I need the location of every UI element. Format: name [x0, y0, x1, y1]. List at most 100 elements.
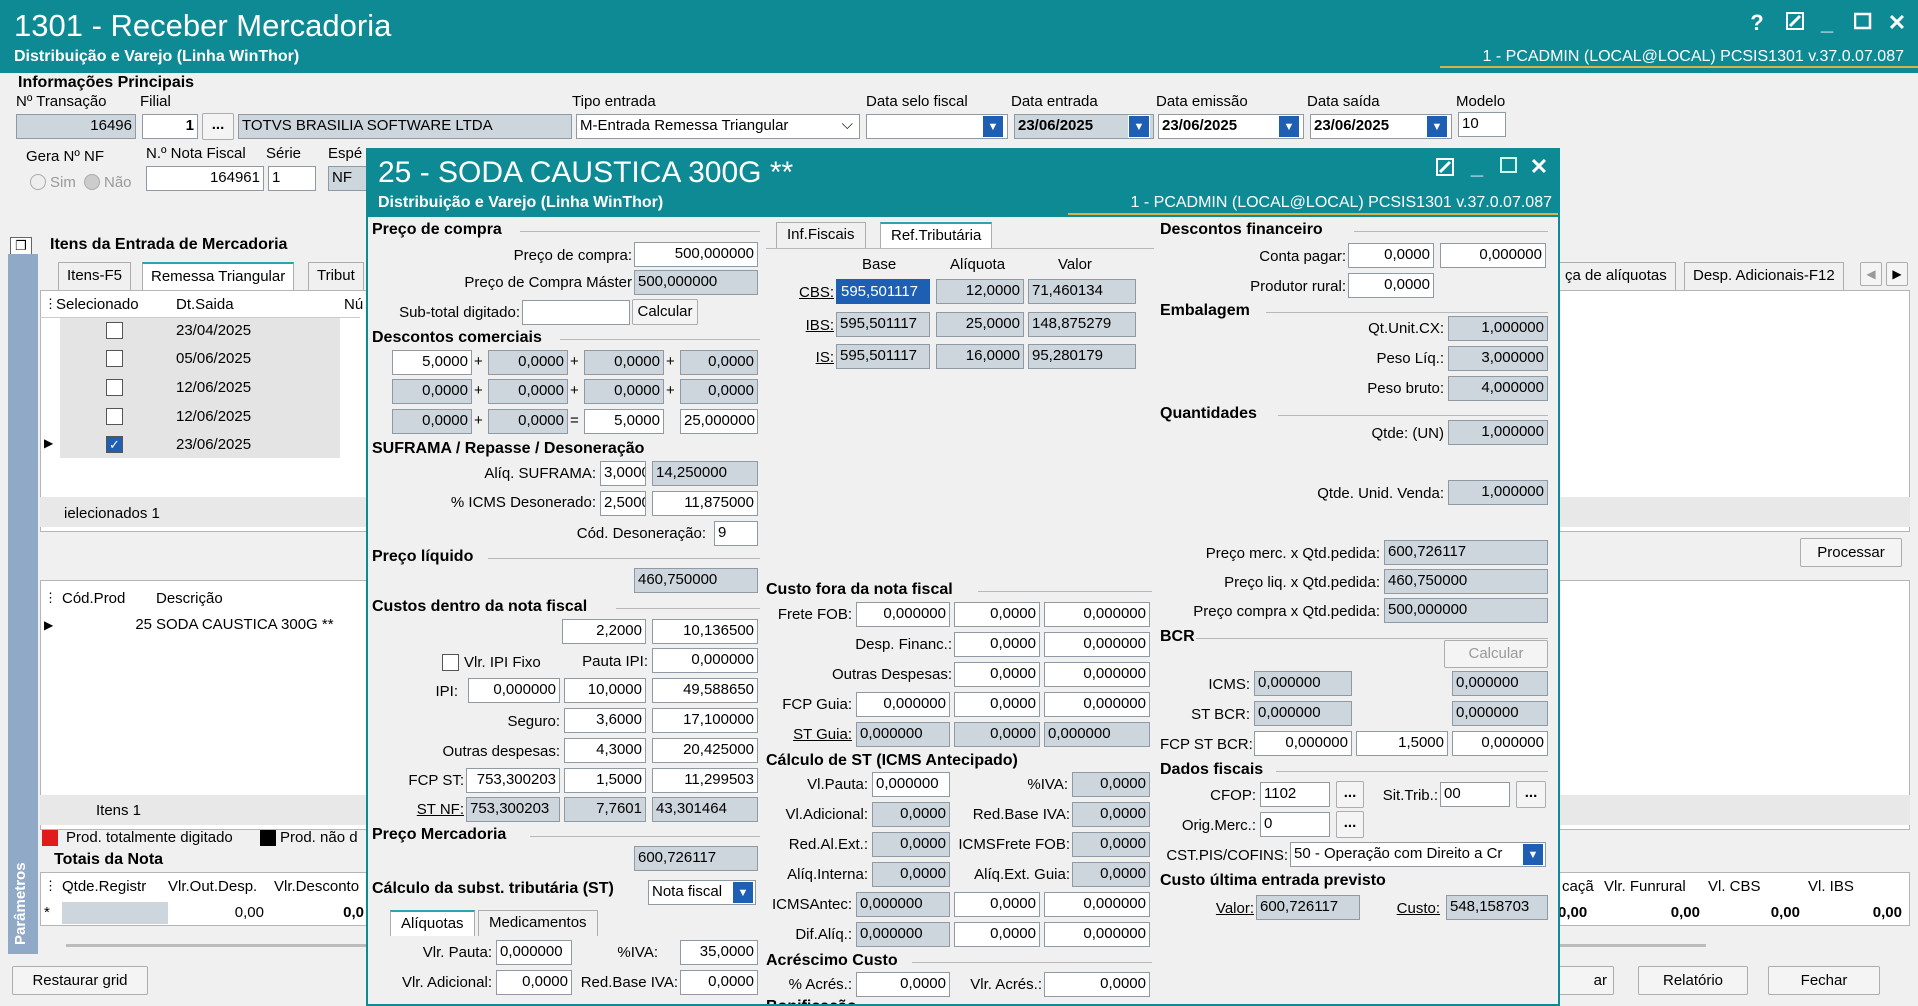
conta-pagar-val[interactable]: 0,000000	[1440, 243, 1546, 268]
st-nf-link[interactable]: ST NF:	[416, 801, 464, 818]
tab-inf-fiscais[interactable]: Inf.Fiscais	[776, 222, 866, 248]
vl-adicional-field[interactable]: 0,0000	[872, 802, 950, 827]
desc-r3-c1[interactable]: 0,0000	[392, 409, 472, 434]
iva-antec-field[interactable]: 0,0000	[1072, 772, 1150, 797]
frete-fob-b[interactable]: 0,0000	[954, 602, 1040, 627]
vl-pauta-field[interactable]: 0,000000	[872, 772, 950, 797]
processar-button[interactable]: Processar	[1800, 538, 1902, 567]
desc-r3-c2[interactable]: 0,0000	[488, 409, 568, 434]
params-sidebar[interactable]	[8, 254, 38, 954]
pauta-ipi-field[interactable]: 0,000000	[652, 648, 758, 673]
fcp-st-bcr-aliq[interactable]: 1,5000	[1356, 731, 1448, 756]
seguro-field[interactable]: 3,6000	[564, 708, 646, 733]
tab-scroll-right-icon[interactable]: ▶	[1886, 262, 1908, 286]
ibs-link[interactable]: IBS:	[805, 317, 834, 334]
dialog-close-icon[interactable]: ✕	[1529, 154, 1549, 179]
calcular-subtotal-button[interactable]: Calcular	[632, 299, 698, 325]
orig-merc-browse-button[interactable]: ...	[1336, 811, 1364, 838]
cbs-base-field[interactable]: 595,501117	[836, 279, 930, 304]
transacao-field[interactable]: 16496	[16, 114, 136, 139]
vlr-acres-field[interactable]: 0,0000	[1044, 972, 1150, 997]
desc-r2-c3[interactable]: 0,0000	[584, 379, 664, 404]
maximize-icon[interactable]	[1848, 10, 1878, 36]
bcr-calcular-button[interactable]: Calcular	[1444, 640, 1548, 668]
frete-cif-field[interactable]: 2,2000	[562, 619, 646, 644]
tab-desp-adicionais[interactable]: Desp. Adicionais-F12	[1684, 262, 1844, 290]
aliq-interna-field[interactable]: 0,0000	[872, 862, 950, 887]
cfop-field[interactable]: 1102	[1260, 782, 1330, 807]
tipo-entrada-select[interactable]: M-Entrada Remessa Triangular ⌵	[576, 114, 860, 139]
desc-r1-c4[interactable]: 0,0000	[680, 350, 758, 375]
icms-desonerado-field[interactable]: 2,5000	[600, 491, 646, 516]
grid2-menu-icon[interactable]: ⋮	[44, 590, 57, 605]
calc-st-dropdown-icon[interactable]: ▼	[732, 881, 754, 904]
minimize-icon[interactable]: _	[1820, 10, 1834, 35]
produtor-rural-field[interactable]: 0,0000	[1348, 273, 1434, 298]
cfop-browse-button[interactable]: ...	[1336, 781, 1364, 808]
radio-nao[interactable]	[84, 174, 100, 190]
grid1-header-nu[interactable]: Nú	[344, 296, 364, 313]
desc-r2-c2[interactable]: 0,0000	[488, 379, 568, 404]
dialog-minimize-icon[interactable]: _	[1470, 154, 1484, 179]
row1-checkbox[interactable]	[106, 322, 123, 339]
data-emissao-dropdown-icon[interactable]: ▼	[1278, 115, 1300, 138]
data-selo-dropdown-icon[interactable]: ▼	[982, 115, 1004, 138]
perc-acres-field[interactable]: 0,0000	[856, 972, 950, 997]
data-saida-dropdown-icon[interactable]: ▼	[1426, 115, 1448, 138]
tab-tribut[interactable]: Tribut	[308, 262, 364, 290]
grid1-header-selecionado[interactable]: Selecionado	[56, 296, 139, 313]
red-base-iva-field[interactable]: 0,0000	[680, 970, 758, 995]
is-link[interactable]: IS:	[815, 349, 834, 366]
grid2-header-cod[interactable]: Cód.Prod	[62, 590, 126, 607]
iva-field[interactable]: 35,0000	[680, 940, 758, 965]
dialog-maximize-icon[interactable]	[1494, 154, 1524, 180]
desc-r1-c3[interactable]: 0,0000	[584, 350, 664, 375]
edit-icon[interactable]	[1780, 10, 1810, 36]
subtotal-field[interactable]	[522, 300, 630, 325]
tab-medicamentos[interactable]: Medicamentos	[478, 910, 598, 936]
sit-trib-field[interactable]: 00	[1440, 782, 1510, 807]
cst-pis-cofins-select[interactable]: 50 - Operação com Direito a Cr	[1290, 842, 1546, 867]
icms-antec-b[interactable]: 0,0000	[954, 892, 1040, 917]
st-guia-link[interactable]: ST Guia:	[793, 726, 852, 743]
vlr-pauta-field[interactable]: 0,000000	[496, 940, 572, 965]
nota-fiscal-field[interactable]: 164961	[146, 166, 264, 191]
radio-sim[interactable]	[30, 174, 46, 190]
desc-r2-c4[interactable]: 0,0000	[680, 379, 758, 404]
especie-field[interactable]: NF	[328, 166, 368, 191]
desc-r1-c1[interactable]: 5,0000	[392, 350, 472, 375]
frete-fob-a[interactable]: 0,000000	[856, 602, 950, 627]
orig-merc-field[interactable]: 0	[1260, 812, 1330, 837]
tab-scroll-left-icon[interactable]: ◀	[1860, 262, 1882, 286]
cbs-link[interactable]: CBS:	[798, 284, 834, 301]
row4-checkbox[interactable]	[106, 408, 123, 425]
grid-menu-icon[interactable]: ⋮	[44, 296, 57, 311]
aliq-ext-guia-field[interactable]: 0,0000	[1072, 862, 1150, 887]
fcp-st-aliq[interactable]: 1,5000	[564, 768, 646, 793]
ipi-base-field[interactable]: 0,000000	[468, 678, 560, 703]
preco-compra-field[interactable]: 500,000000	[634, 242, 758, 267]
help-icon[interactable]: ?	[1750, 10, 1764, 35]
dif-aliq-b[interactable]: 0,0000	[954, 922, 1040, 947]
desc-r2-c1[interactable]: 0,0000	[392, 379, 472, 404]
data-entrada-dropdown-icon[interactable]: ▼	[1128, 115, 1150, 138]
outras-despesas-fora-b[interactable]: 0,0000	[954, 662, 1040, 687]
relatorio-button[interactable]: Relatório	[1638, 966, 1748, 995]
serie-field[interactable]: 1	[268, 166, 316, 191]
restaurar-grid-button[interactable]: Restaurar grid	[12, 966, 148, 995]
vlr-ipi-fixo-checkbox[interactable]	[442, 654, 459, 671]
totais-menu-icon[interactable]: ⋮	[44, 878, 57, 893]
aliq-suframa-field[interactable]: 3,0000	[600, 461, 646, 486]
row5-checkbox-checked[interactable]: ✓	[106, 436, 123, 453]
red-al-ext-field[interactable]: 0,0000	[872, 832, 950, 857]
dialog-edit-icon[interactable]	[1430, 156, 1460, 182]
icms-frete-fob-field[interactable]: 0,0000	[1072, 832, 1150, 857]
cod-desoneracao-field[interactable]: 9	[714, 521, 758, 546]
grid2-header-descricao[interactable]: Descrição	[156, 590, 223, 607]
filial-browse-button[interactable]: ...	[202, 113, 234, 140]
tab-remessa-triangular[interactable]: Remessa Triangular	[142, 262, 295, 290]
modelo-field[interactable]: 10	[1458, 112, 1506, 137]
filial-field[interactable]: 1	[142, 114, 198, 139]
desc-r1-c2[interactable]: 0,0000	[488, 350, 568, 375]
tab-diferenca-aliquotas[interactable]: ça de alíquotas	[1556, 262, 1676, 290]
